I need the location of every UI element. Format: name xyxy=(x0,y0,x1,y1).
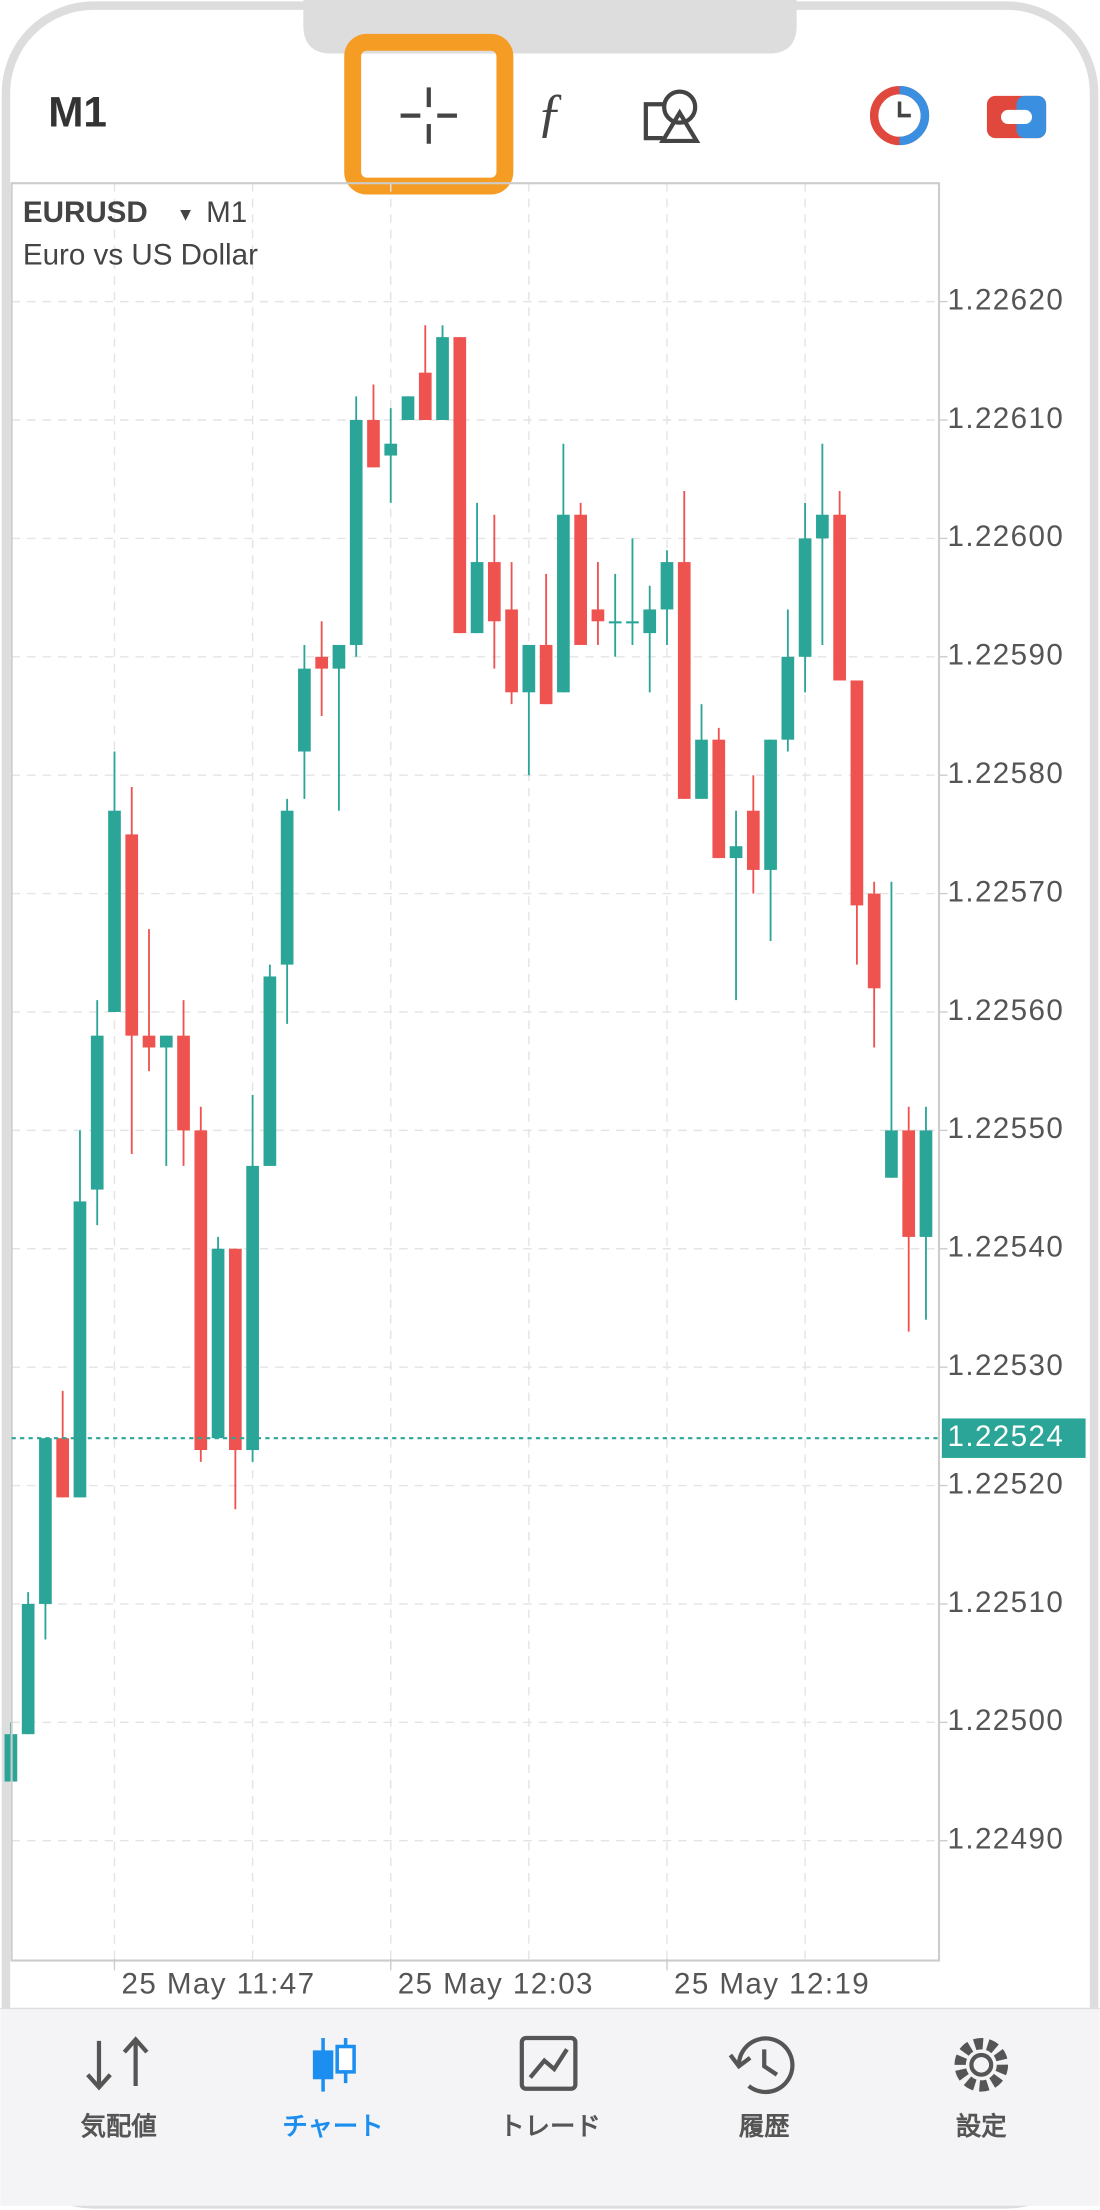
candle-body xyxy=(885,1130,898,1178)
candle-body xyxy=(522,644,536,693)
candle-body xyxy=(539,644,553,705)
candle-body xyxy=(21,1603,35,1735)
candle-body xyxy=(315,656,329,669)
candle-body xyxy=(263,976,277,1166)
timeframe-button[interactable]: M1 xyxy=(48,89,107,136)
chart-timeframe: M1 xyxy=(206,196,247,229)
indicator-icon[interactable]: ƒ xyxy=(537,83,564,143)
candle-body xyxy=(56,1438,70,1498)
candle-body xyxy=(660,562,674,610)
candle-body xyxy=(194,1130,208,1451)
current-price-box xyxy=(941,1418,1086,1458)
symbol-description: Euro vs US Dollar xyxy=(23,238,258,271)
dropdown-arrow[interactable]: ▼ xyxy=(176,203,194,224)
candle-body xyxy=(142,1035,156,1048)
nav-bar xyxy=(0,2008,1100,2206)
candle-body xyxy=(902,1130,916,1237)
candle-body xyxy=(73,1201,87,1498)
candle-body xyxy=(626,621,639,624)
candle-body xyxy=(487,562,501,622)
x-tick-label: 25 May 12:19 xyxy=(674,1968,870,2001)
highlight xyxy=(344,33,514,195)
candle-body xyxy=(125,834,139,1036)
nav-label[interactable]: チャート xyxy=(282,2113,383,2141)
y-tick-label: 1.22570 xyxy=(947,875,1064,908)
y-tick-label: 1.22580 xyxy=(947,757,1064,790)
candle-body xyxy=(298,668,311,752)
quotes-icon[interactable] xyxy=(86,2036,149,2091)
candle-body xyxy=(349,420,363,645)
candle-body xyxy=(867,893,881,989)
candle-body xyxy=(781,656,795,740)
y-tick-label: 1.22490 xyxy=(947,1823,1064,1856)
chart-icon[interactable] xyxy=(312,2038,356,2092)
y-tick-label: 1.22560 xyxy=(947,994,1064,1027)
candle-body xyxy=(574,514,587,645)
x-tick-label: 25 May 11:47 xyxy=(122,1968,316,2001)
candle-body xyxy=(418,372,432,421)
candle-body xyxy=(712,739,726,859)
candle-body xyxy=(729,846,743,859)
current-price-label: 1.22524 xyxy=(947,1420,1064,1453)
y-tick-label: 1.22550 xyxy=(947,1112,1064,1145)
candle-body xyxy=(919,1130,933,1237)
y-tick-label: 1.22510 xyxy=(947,1586,1064,1619)
y-tick-label: 1.22620 xyxy=(947,283,1064,316)
y-tick-label: 1.22600 xyxy=(947,520,1064,553)
history-icon[interactable] xyxy=(728,2036,795,2095)
candle-body xyxy=(557,514,570,693)
candle-body xyxy=(643,609,657,634)
candle-body xyxy=(90,1035,104,1190)
candle-body xyxy=(695,739,708,799)
candle-body xyxy=(850,680,864,906)
candle-body xyxy=(505,609,518,693)
candle-body xyxy=(470,562,484,634)
candle-body xyxy=(591,609,605,622)
candle-body xyxy=(833,514,846,681)
candle-body xyxy=(332,644,346,669)
candle-body xyxy=(229,1248,242,1451)
y-tick-label: 1.22500 xyxy=(947,1704,1064,1737)
y-tick-label: 1.22520 xyxy=(947,1467,1064,1500)
candle-body xyxy=(280,810,294,965)
y-tick-label: 1.22590 xyxy=(947,639,1064,672)
candle-body xyxy=(177,1035,190,1131)
candle-body xyxy=(436,337,449,421)
plot-frame xyxy=(10,182,941,1962)
candle-body xyxy=(159,1035,173,1048)
y-tick-label: 1.22530 xyxy=(947,1349,1064,1382)
candle-body xyxy=(798,538,812,657)
candle-body xyxy=(677,562,691,799)
objects-icon[interactable] xyxy=(643,89,701,144)
x-tick-label: 25 May 12:03 xyxy=(398,1968,594,2001)
candle-body xyxy=(401,396,415,421)
y-tick-label: 1.22610 xyxy=(947,402,1064,435)
y-tick-label: 1.22540 xyxy=(947,1231,1064,1264)
nav-label[interactable]: 履歴 xyxy=(739,2113,790,2141)
candle-body xyxy=(746,810,760,870)
nav-label[interactable]: 気配値 xyxy=(81,2112,157,2141)
account-icon[interactable] xyxy=(869,85,930,146)
nav-label[interactable]: 設定 xyxy=(956,2112,1007,2141)
settings-icon[interactable] xyxy=(954,2038,1009,2092)
trade-nav-icon[interactable] xyxy=(519,2035,578,2091)
symbol[interactable]: EURUSD xyxy=(23,196,148,229)
candle-body xyxy=(39,1438,52,1604)
candle-body xyxy=(367,420,380,468)
candle-body xyxy=(453,337,467,634)
trade-icon[interactable] xyxy=(986,95,1047,139)
nav-label[interactable]: トレード xyxy=(499,2113,600,2141)
candle-body xyxy=(384,443,398,456)
candle-body xyxy=(764,739,777,870)
candle-body xyxy=(108,810,121,1012)
candle-body xyxy=(211,1248,225,1439)
crosshair-icon[interactable] xyxy=(400,87,457,144)
candle-body xyxy=(816,514,829,539)
candle-body xyxy=(608,621,622,624)
candle-body xyxy=(246,1165,259,1451)
